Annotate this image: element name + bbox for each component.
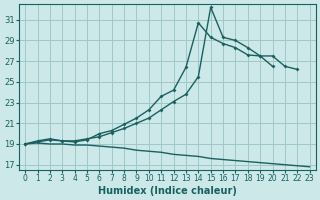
- X-axis label: Humidex (Indice chaleur): Humidex (Indice chaleur): [98, 186, 237, 196]
